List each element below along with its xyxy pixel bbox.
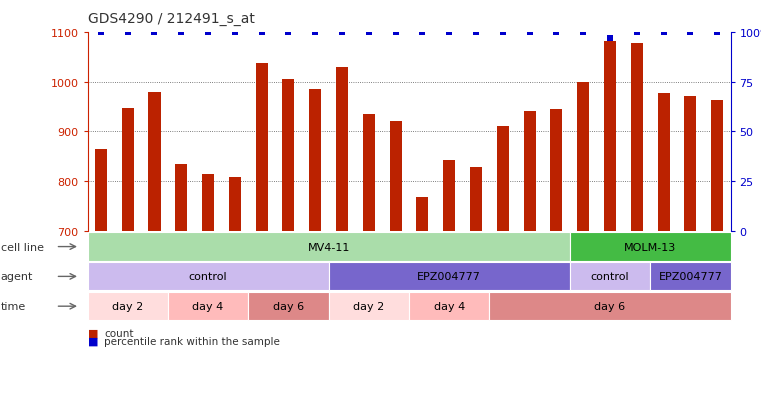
Bar: [363, 115, 375, 231]
Bar: [524, 112, 536, 231]
Bar: [711, 101, 723, 231]
Text: day 2: day 2: [112, 301, 143, 311]
Bar: [202, 174, 214, 231]
Bar: [148, 93, 161, 231]
Bar: [229, 178, 241, 231]
Text: count: count: [104, 328, 134, 338]
Bar: [497, 126, 509, 231]
Text: ■: ■: [88, 328, 98, 338]
Bar: [443, 161, 455, 231]
Text: MOLM-13: MOLM-13: [624, 242, 677, 252]
Bar: [604, 42, 616, 231]
Text: time: time: [1, 301, 26, 311]
Text: EPZ004777: EPZ004777: [658, 272, 722, 282]
Text: day 4: day 4: [193, 301, 224, 311]
Bar: [95, 150, 107, 231]
Text: EPZ004777: EPZ004777: [417, 272, 481, 282]
Bar: [336, 68, 348, 231]
Bar: [390, 121, 402, 231]
Bar: [282, 80, 295, 231]
Text: control: control: [189, 272, 228, 282]
Text: cell line: cell line: [1, 242, 44, 252]
Text: day 6: day 6: [594, 301, 626, 311]
Bar: [684, 97, 696, 231]
Text: control: control: [591, 272, 629, 282]
Bar: [175, 164, 187, 231]
Text: agent: agent: [1, 272, 33, 282]
Text: MV4-11: MV4-11: [307, 242, 350, 252]
Bar: [658, 93, 670, 231]
Bar: [631, 44, 643, 231]
Bar: [416, 197, 428, 231]
Bar: [122, 108, 134, 231]
Bar: [309, 90, 321, 231]
Text: day 2: day 2: [353, 301, 384, 311]
Bar: [550, 110, 562, 231]
Text: GDS4290 / 212491_s_at: GDS4290 / 212491_s_at: [88, 12, 254, 26]
Bar: [577, 83, 589, 231]
Text: ■: ■: [88, 336, 98, 346]
Text: percentile rank within the sample: percentile rank within the sample: [104, 336, 280, 346]
Bar: [470, 168, 482, 231]
Bar: [256, 64, 268, 231]
Text: day 4: day 4: [434, 301, 465, 311]
Text: day 6: day 6: [273, 301, 304, 311]
